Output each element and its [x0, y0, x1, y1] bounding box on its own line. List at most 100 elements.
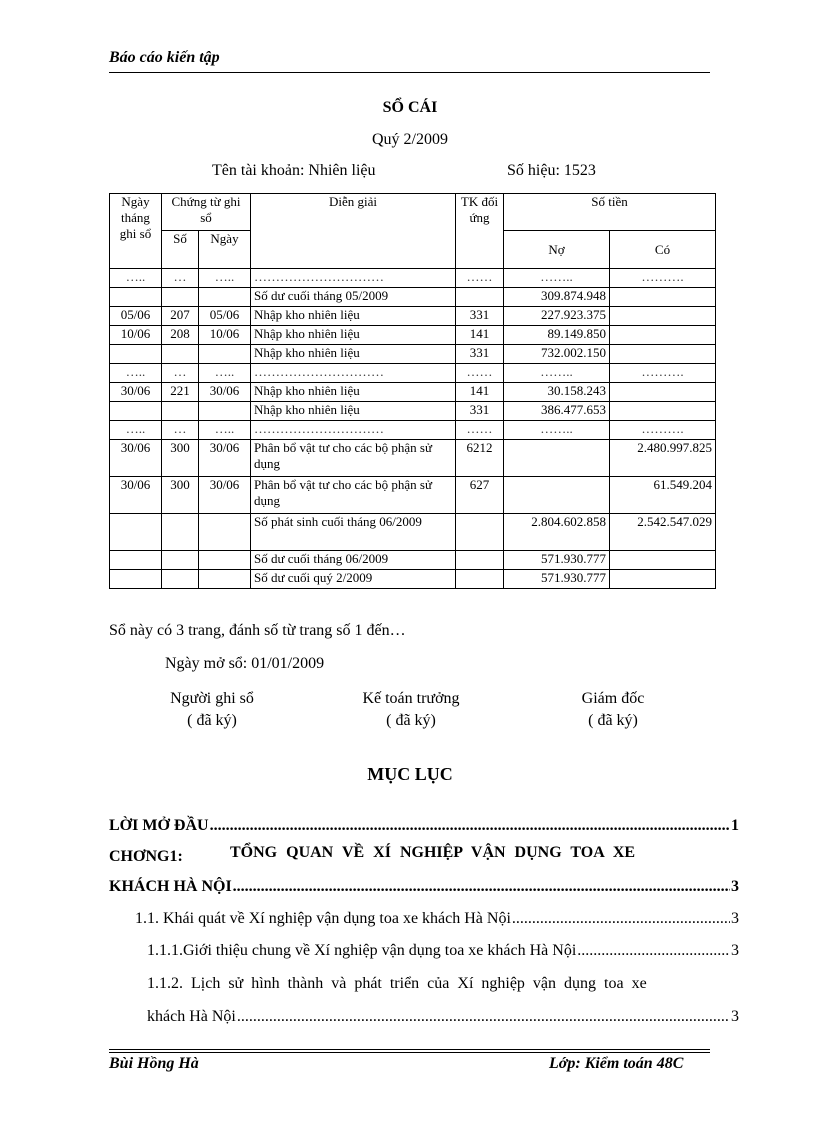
ledger-row: 30/06 300 30/06 Phân bổ vật tư cho các bộ p… [109, 476, 716, 514]
row-voucher-no: … [161, 268, 199, 288]
toc-leader [210, 817, 730, 835]
signature-role: Giám đốc [581, 690, 645, 707]
toc-entry[interactable]: 1.1.1.Giới thiệu chung về Xí nghiệp vận … [147, 942, 739, 960]
toc-label: khách Hà Nội [147, 1008, 236, 1025]
ledger-row: Số dư cuối tháng 05/2009 309.874.948 [109, 287, 716, 307]
signature-role: Kế toán trưởng [362, 690, 460, 707]
toc-entry[interactable]: khách Hà Nội 3 [147, 1008, 739, 1026]
row-credit: 61.549.204 [609, 476, 716, 514]
row-description: Số dư cuối tháng 06/2009 [250, 550, 456, 570]
row-voucher-no [161, 569, 199, 589]
row-credit [609, 306, 716, 326]
toc-entry[interactable]: LỜI MỞ ĐẦU 1 [109, 817, 739, 835]
ledger-row: Số phát sinh cuối tháng 06/2009 2.804.602… [109, 513, 716, 551]
col-voucher-no: Số [161, 230, 199, 269]
row-debit: 227.923.375 [503, 306, 610, 326]
row-debit: 571.930.777 [503, 569, 610, 589]
row-credit [609, 401, 716, 421]
col-description: Diễn giải [250, 193, 456, 269]
row-voucher-no [161, 401, 199, 421]
row-voucher-date [198, 344, 251, 364]
row-date [109, 513, 162, 551]
row-contra: 141 [455, 325, 504, 345]
ledger-row: 30/06 300 30/06 Phân bổ vật tư cho các bộ p… [109, 439, 716, 477]
signature-chief-accountant: Kế toán trưởng ( đã ký) [331, 688, 491, 732]
ledger-row: Nhập kho nhiên liệu 331 732.002.150 [109, 344, 716, 364]
col-date: Ngày tháng ghi sổ [109, 193, 162, 269]
row-voucher-date: 30/06 [198, 382, 251, 402]
row-description: Nhập kho nhiên liệu [250, 306, 456, 326]
row-voucher-date [198, 550, 251, 570]
row-voucher-date: 30/06 [198, 439, 251, 477]
toc-page: 3 [731, 942, 739, 959]
ledger-title: SỔ CÁI [382, 99, 438, 116]
row-voucher-date: ….. [198, 420, 251, 440]
row-date: 10/06 [109, 325, 162, 345]
ledger-row: …..……..……………………………………..………. [109, 363, 716, 383]
footer-class: Lớp: Kiểm toán 48C [549, 1055, 684, 1072]
row-date [109, 569, 162, 589]
row-description: ………………………… [250, 363, 456, 383]
col-debit: Nợ [503, 230, 610, 269]
row-voucher-date [198, 569, 251, 589]
row-voucher-date [198, 513, 251, 551]
row-description: Nhập kho nhiên liệu [250, 344, 456, 364]
row-voucher-no: 300 [161, 439, 199, 477]
row-voucher-no: … [161, 363, 199, 383]
row-description: Phân bổ vật tư cho các bộ phận sử dụng [250, 476, 456, 514]
toc-entry[interactable]: KHÁCH HÀ NỘI 3 [109, 878, 739, 896]
row-voucher-no [161, 513, 199, 551]
row-debit: 2.804.602.858 [503, 513, 610, 551]
signature-status: ( đã ký) [588, 712, 638, 729]
row-voucher-no: … [161, 420, 199, 440]
toc-entry-label[interactable]: 1.1.2. Lịch sử hình thành và phát triển … [147, 975, 647, 992]
signature-status: ( đã ký) [187, 712, 237, 729]
account-code: Số hiệu: 1523 [507, 162, 596, 179]
row-contra: …… [455, 268, 504, 288]
ledger-table: Ngày tháng ghi sổ Chứng từ ghi sổ Diễn g… [109, 193, 716, 589]
row-debit: 89.149.850 [503, 325, 610, 345]
row-voucher-no: 208 [161, 325, 199, 345]
row-voucher-no: 221 [161, 382, 199, 402]
row-date: ….. [109, 268, 162, 288]
col-amount: Số tiền [503, 193, 716, 231]
row-voucher-date [198, 401, 251, 421]
toc-page: 3 [731, 910, 739, 927]
row-date [109, 287, 162, 307]
ledger-row: Số dư cuối tháng 06/2009 571.930.777 [109, 550, 716, 570]
row-description: ………………………… [250, 420, 456, 440]
row-date: ….. [109, 363, 162, 383]
footer-rule [109, 1052, 710, 1053]
account-name: Tên tài khoản: Nhiên liệu [212, 162, 376, 179]
row-voucher-date [198, 287, 251, 307]
toc-entry[interactable]: 1.1. Khái quát về Xí nghiệp vận dụng toa… [135, 910, 739, 928]
signature-director: Giám đốc ( đã ký) [533, 688, 693, 732]
toc-leader [237, 1008, 730, 1026]
toc-label: 1.1. Khái quát về Xí nghiệp vận dụng toa… [135, 910, 511, 927]
row-description: Nhập kho nhiên liệu [250, 325, 456, 345]
toc-title: MỤC LỤC [367, 764, 453, 784]
ledger-row: 10/06 208 10/06 Nhập kho nhiên liệu 141 89.14… [109, 325, 716, 345]
row-description: Nhập kho nhiên liệu [250, 401, 456, 421]
signature-role: Người ghi sổ [170, 690, 254, 707]
row-contra: 331 [455, 306, 504, 326]
row-credit [609, 550, 716, 570]
row-debit: 732.002.150 [503, 344, 610, 364]
ledger-row: Số dư cuối quý 2/2009 571.930.777 [109, 569, 716, 589]
row-credit: ………. [609, 420, 716, 440]
row-description: Nhập kho nhiên liệu [250, 382, 456, 402]
row-contra: 331 [455, 401, 504, 421]
footer-author: Bùi Hồng Hà [109, 1055, 199, 1072]
row-debit: 571.930.777 [503, 550, 610, 570]
toc-label: KHÁCH HÀ NỘI [109, 878, 232, 895]
row-contra: …… [455, 420, 504, 440]
toc-chapter-title[interactable]: TỔNG QUAN VỀ XÍ NGHIỆP VẬN DỤNG TOA XE [230, 844, 636, 861]
toc-leader [577, 942, 730, 960]
col-credit: Có [609, 230, 716, 269]
row-voucher-no: 207 [161, 306, 199, 326]
row-debit: …….. [503, 363, 610, 383]
row-credit [609, 325, 716, 345]
row-debit: …….. [503, 420, 610, 440]
ledger-row: …..……..……………………………………..………. [109, 420, 716, 440]
row-credit: 2.480.997.825 [609, 439, 716, 477]
